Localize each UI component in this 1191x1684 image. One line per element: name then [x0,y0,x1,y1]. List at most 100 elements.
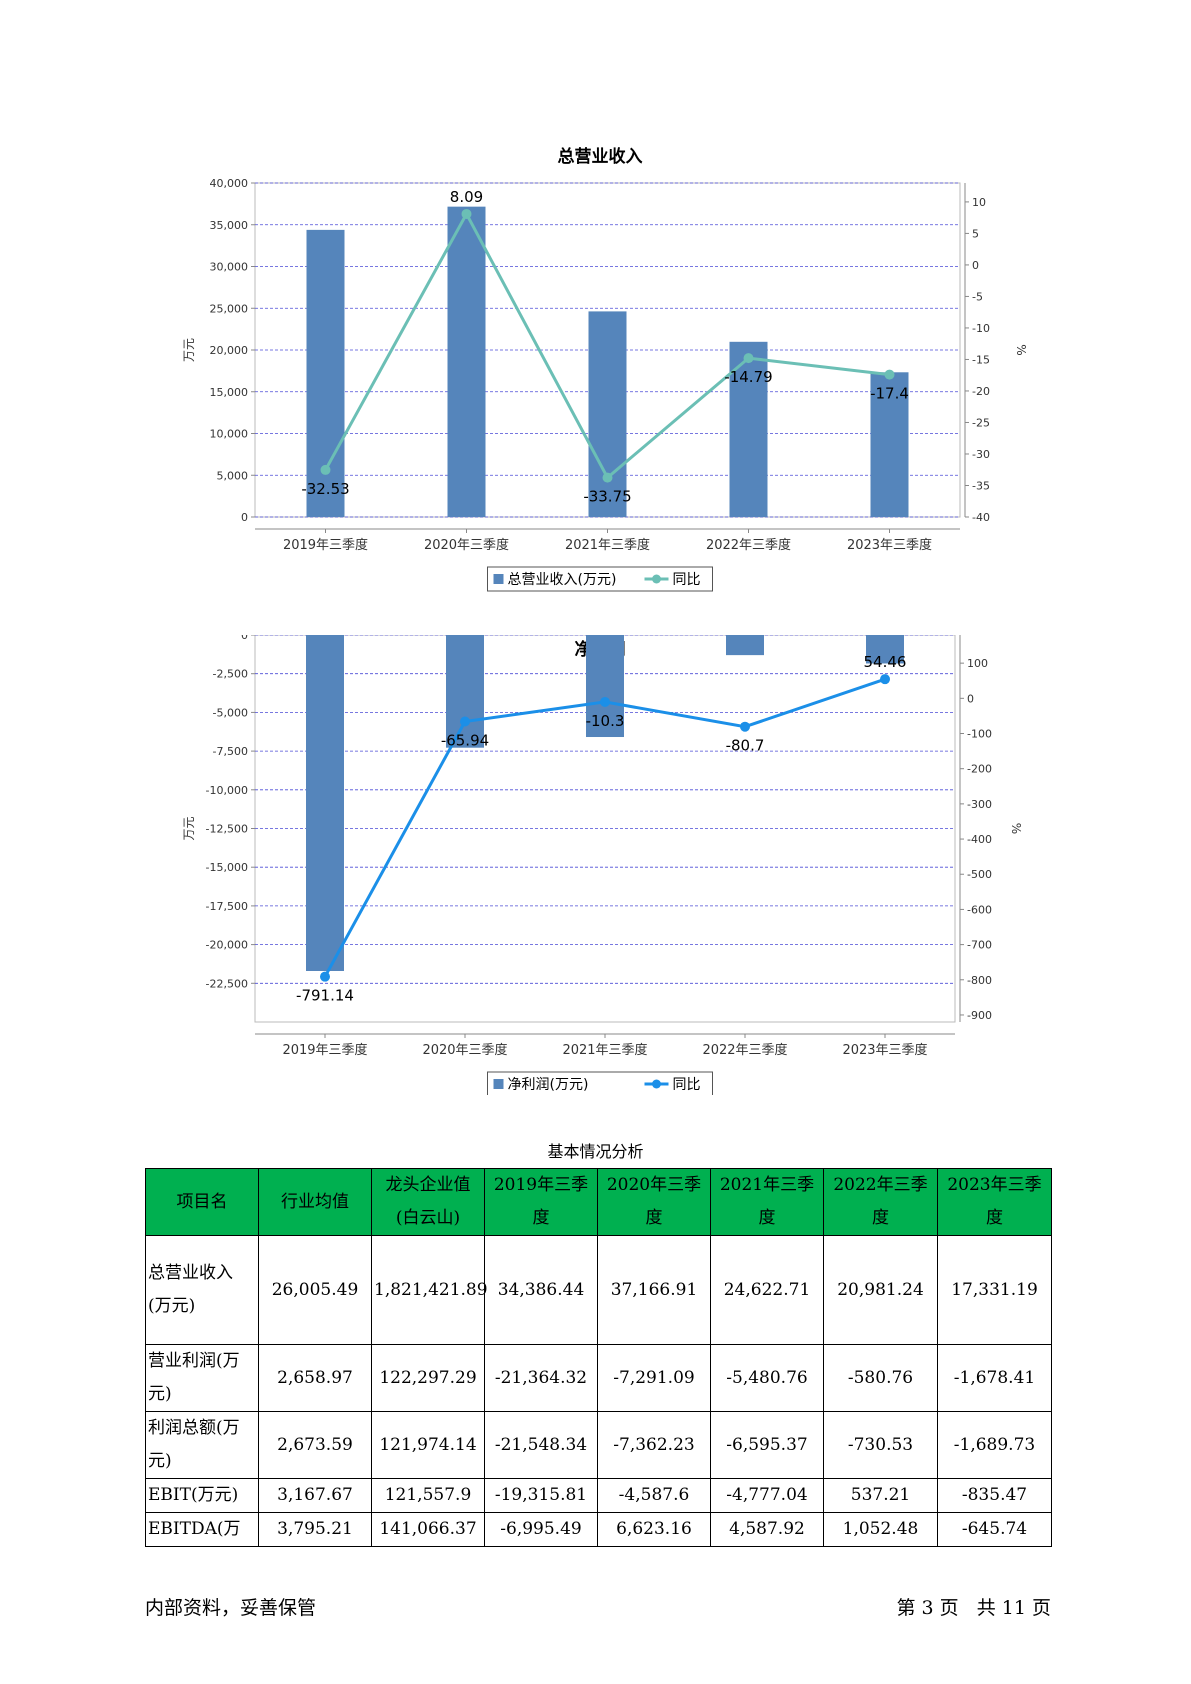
line-point [320,464,331,475]
legend-box [487,1071,713,1095]
revenue-chart: 总营业收入 0 5,000 10,000 15,000 20,000 25,000 30,0… [182,146,1028,592]
row-label: EBITDA(万 [145,1512,259,1547]
data-label: 54.46 [864,653,907,671]
table-cell: -5,480.76 [710,1344,824,1412]
header-cell: 项目名 [145,1168,259,1236]
y2-tick-label: -40 [972,511,990,524]
x-tick-label: 2022年三季度 [702,1042,787,1058]
data-label: -33.75 [583,488,631,506]
data-label: -791.14 [296,987,354,1005]
data-label: -65.94 [441,732,489,750]
y2-tick-label: -5 [972,290,983,303]
table-cell: 34,386.44 [484,1235,598,1345]
data-label: -32.53 [301,480,349,498]
table-cell: -730.53 [823,1411,938,1479]
x-tick-label: 2023年三季度 [842,1042,927,1058]
table-cell: 537.21 [823,1478,938,1513]
data-label: 8.09 [450,188,483,206]
y-axis-title: 万元 [182,338,196,362]
table-cell: -4,777.04 [710,1478,824,1513]
basic-analysis-table: 项目名 行业均值 龙头企业值(白云山) 2019年三季度 2020年三季度 20… [145,1168,1052,1547]
table-cell: 20,981.24 [823,1235,938,1345]
table-cell: -4,587.6 [597,1478,711,1513]
table-cell: -6,995.49 [484,1512,598,1547]
table-cell: -645.74 [937,1512,1052,1547]
table-cell: 121,557.9 [371,1478,485,1513]
table-cell: 2,673.59 [258,1411,372,1479]
y-tick-label: 40,000 [210,177,249,190]
row-label: 利润总额(万元) [145,1411,259,1479]
table-cell: 1,052.48 [823,1512,938,1547]
y2-tick-label: -35 [972,479,990,492]
table-row: EBIT(万元) 3,167.67 121,557.9 -19,315.81 -… [145,1478,1052,1513]
table-cell: 3,167.67 [258,1478,372,1513]
line-point [740,721,750,732]
legend-label: 总营业收入(万元) [508,572,617,588]
y2-tick-label: -300 [967,798,992,811]
y2-tick-label: -200 [967,763,992,776]
legend-box [487,566,713,592]
x-tick-label: 2023年三季度 [847,537,932,553]
header-cell: 2020年三季度 [597,1168,711,1236]
y2-axis-title: % [1009,823,1023,834]
table-cell: -6,595.37 [710,1411,824,1479]
y-tick-label: 15,000 [210,386,249,399]
bar [447,206,486,517]
y-tick-label: 35,000 [210,219,249,232]
legend-line-marker [652,1079,661,1089]
y2-tick-label: -10 [972,322,990,335]
header-cell: 行业均值 [258,1168,372,1236]
y-axis-title: 万元 [182,816,196,840]
x-tick-label: 2020年三季度 [424,537,509,553]
table-cell: 6,623.16 [597,1512,711,1547]
table-cell: -19,315.81 [484,1478,598,1513]
line-point [320,971,330,982]
x-tick-label: 2021年三季度 [562,1042,647,1058]
header-cell: 2022年三季度 [823,1168,938,1236]
x-tick-label: 2020年三季度 [422,1042,507,1058]
table-cell: 26,005.49 [258,1235,372,1345]
bar [586,635,624,738]
row-label: 总营业收入(万元) [145,1235,259,1345]
y-tick-label: -12,500 [206,823,248,836]
header-cell: 2021年三季度 [710,1168,824,1236]
y2-tick-label: -30 [972,448,990,461]
data-label: -14.79 [724,368,772,386]
legend-label: 净利润(万元) [508,1077,589,1093]
table-cell: -1,689.73 [937,1411,1052,1479]
line-point [743,353,754,364]
bar [866,635,904,664]
header-cell: 2019年三季度 [484,1168,598,1236]
y-tick-label: 0 [241,511,248,524]
bar [446,635,484,748]
table-row: 营业利润(万元) 2,658.97 122,297.29 -21,364.32 … [145,1344,1052,1412]
table-header-row: 项目名 行业均值 龙头企业值(白云山) 2019年三季度 2020年三季度 20… [145,1168,1052,1236]
y-tick-label: 20,000 [210,344,249,357]
data-label: -80.7 [726,737,765,755]
bar [588,311,627,517]
y2-tick-label: -800 [967,974,992,987]
table-cell: 4,587.92 [710,1512,824,1547]
bar [726,635,764,656]
footer-confidential-note: 内部资料，妥善保管 [145,1597,317,1619]
table-cell: -21,548.34 [484,1411,598,1479]
y2-tick-label: -600 [967,903,992,916]
bar [306,635,344,971]
legend-line-marker [652,574,661,584]
y-tick-label: 30,000 [210,261,249,274]
line-point [880,674,890,685]
data-label: -10.3 [586,712,625,730]
y-tick-label: 25,000 [210,302,249,315]
y2-tick-label: 0 [972,259,979,272]
row-label: EBIT(万元) [145,1478,259,1513]
legend-bar-swatch [493,574,504,584]
y2-tick-label: -15 [972,353,990,366]
header-cell: 龙头企业值(白云山) [371,1168,485,1236]
table-cell: 17,331.19 [937,1235,1052,1345]
row-label: 营业利润(万元) [145,1344,259,1412]
y2-tick-label: -900 [967,1009,992,1022]
y-tick-label: 0 [241,635,248,642]
bar [729,341,768,517]
y-tick-label: -7,500 [213,745,248,758]
x-tick-label: 2019年三季度 [283,537,368,553]
